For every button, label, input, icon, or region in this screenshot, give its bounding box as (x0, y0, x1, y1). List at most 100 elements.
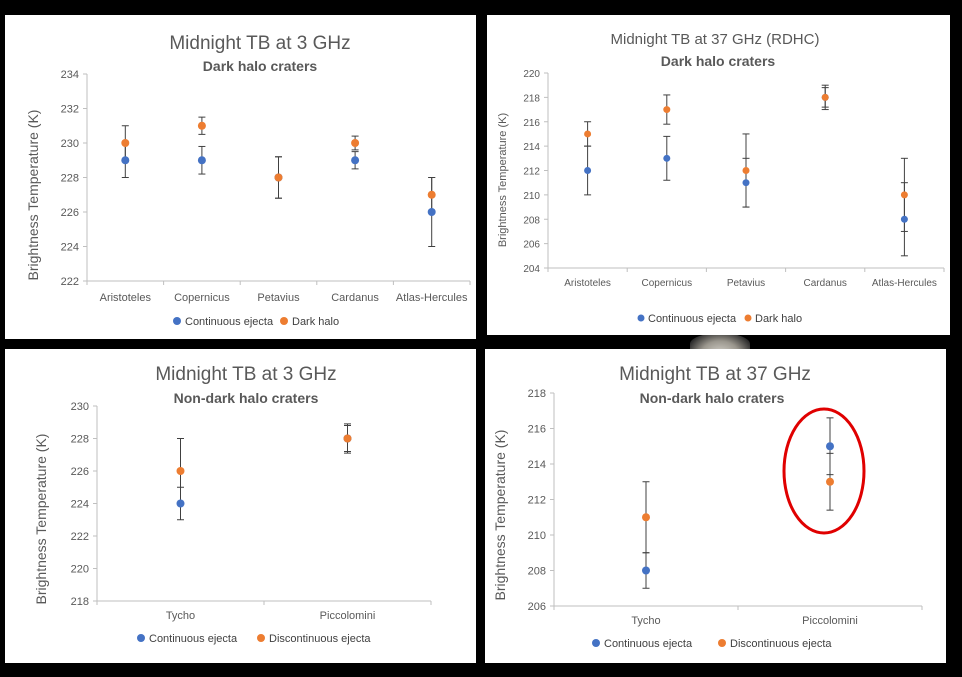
y-tick-label: 210 (523, 191, 540, 202)
data-point (427, 190, 436, 199)
y-tick-label: 228 (61, 173, 79, 185)
legend-marker-continuous (173, 317, 181, 325)
y-tick-label: 222 (61, 276, 79, 288)
y-tick-label: 230 (71, 401, 89, 413)
y-tick-label: 226 (61, 207, 79, 219)
data-point (584, 130, 592, 138)
chart-panel-3ghz-non-dark-halo: Midnight TB at 3 GHz Non-dark halo crate… (5, 349, 476, 663)
legend-marker-dark-halo (280, 317, 288, 325)
data-point (663, 154, 671, 162)
y-tick-label: 208 (523, 215, 540, 226)
chart-panel-3ghz-dark-halo: Midnight TB at 3 GHz Dark halo craters B… (5, 15, 476, 339)
data-point (351, 156, 360, 165)
data-point (742, 167, 750, 174)
y-tick-label: 220 (523, 69, 540, 80)
y-axis-label: Brightness Temperature (K) (33, 434, 49, 605)
y-tick-label: 226 (71, 466, 89, 478)
legend-marker-dark-halo (744, 314, 752, 322)
legend-label-continuous: Continuous ejecta (604, 638, 693, 650)
legend-marker-continuous (137, 634, 145, 642)
data-point (821, 93, 829, 101)
legend: Continuous ejecta Discontinuous ejecta (592, 638, 832, 650)
legend-label-continuous: Continuous ejecta (648, 313, 737, 325)
x-category-label: Atlas-Hercules (872, 278, 937, 289)
data-point (826, 477, 834, 486)
y-tick-label: 232 (61, 104, 79, 116)
y-axis-label: Brightness Temperature (K) (497, 113, 509, 247)
chart-title: Midnight TB at 37 GHz (619, 364, 811, 385)
x-category-label: Petavius (727, 278, 765, 289)
chart-title: Midnight TB at 3 GHz (169, 33, 350, 54)
data-point (343, 434, 352, 443)
highlight-ellipse (782, 407, 866, 535)
chart-panel-37ghz-non-dark-halo: Midnight TB at 37 GHz Non-dark halo crat… (485, 349, 946, 663)
y-tick-label: 218 (71, 596, 89, 608)
chart-svg: Midnight TB at 3 GHz Non-dark halo crate… (33, 364, 432, 645)
data-point (584, 167, 592, 174)
data-point (900, 191, 908, 199)
x-category-label: Tycho (166, 610, 195, 622)
y-tick-label: 224 (71, 499, 89, 511)
x-category-label: Atlas-Hercules (396, 292, 468, 304)
legend-label-discontinuous: Discontinuous ejecta (269, 633, 371, 645)
plot-area: 222 224 226 228 230 232 234 Aristoteles Copernic… (61, 69, 471, 304)
x-category-label: Aristoteles (100, 292, 152, 304)
chart-subtitle: Non-dark halo craters (640, 390, 785, 406)
y-axis-label: Brightness Temperature (K) (25, 110, 41, 281)
x-category-label: Aristoteles (564, 278, 611, 289)
chart-subtitle: Dark halo craters (661, 53, 776, 69)
y-tick-label: 218 (528, 388, 546, 400)
data-point (197, 121, 206, 130)
chart-svg: Midnight TB at 37 GHz Non-dark halo crat… (492, 364, 923, 650)
data-point (274, 173, 283, 182)
data-point (197, 156, 206, 165)
data-point (351, 139, 360, 147)
y-tick-label: 212 (523, 167, 540, 178)
plot-area: 206 208 210 212 214 216 218 Tycho Piccolomini (528, 388, 923, 627)
data-point (121, 156, 130, 165)
legend-label-continuous: Continuous ejecta (149, 633, 238, 645)
y-tick-label: 220 (71, 564, 89, 576)
chart-title: Midnight TB at 3 GHz (155, 364, 336, 385)
data-point (742, 179, 750, 187)
chart-svg: Midnight TB at 3 GHz Dark halo craters B… (25, 33, 471, 328)
data-point (176, 499, 185, 508)
legend: Continuous ejecta Discontinuous ejecta (137, 633, 371, 645)
x-category-label: Cardanus (331, 292, 379, 304)
plot-area: 218 220 222 224 226 228 230 Tycho Piccolomini (71, 401, 432, 622)
data-point (900, 215, 908, 223)
y-tick-label: 222 (71, 531, 89, 543)
y-tick-label: 206 (528, 601, 546, 613)
legend-label-dark-halo: Dark halo (755, 313, 802, 325)
x-category-label: Piccolomini (320, 610, 376, 622)
y-tick-label: 218 (523, 93, 540, 104)
y-tick-label: 234 (61, 69, 79, 81)
y-tick-label: 210 (528, 530, 546, 542)
x-category-label: Tycho (631, 615, 660, 627)
chart-svg: Midnight TB at 37 GHz (RDHC) Dark halo c… (497, 31, 945, 325)
data-point (121, 139, 130, 147)
y-tick-label: 214 (523, 142, 540, 153)
legend-marker-discontinuous (718, 639, 726, 647)
legend-label-continuous: Continuous ejecta (185, 316, 274, 328)
y-axis-label: Brightness Temperature (K) (492, 430, 508, 601)
chart-title: Midnight TB at 37 GHz (RDHC) (611, 31, 820, 48)
data-point (176, 467, 185, 475)
chart-subtitle: Dark halo craters (203, 58, 318, 74)
y-tick-label: 224 (61, 242, 79, 254)
plot-area: 204 206 208 210 212 214 216 218 220 Aristoteles Co… (523, 69, 945, 289)
y-tick-label: 208 (528, 566, 546, 578)
legend: Continuous ejecta Dark halo (173, 316, 339, 328)
y-tick-label: 204 (523, 264, 540, 275)
legend-label-dark-halo: Dark halo (292, 316, 339, 328)
x-category-label: Petavius (257, 292, 300, 304)
y-tick-label: 206 (523, 240, 540, 251)
data-point (642, 566, 650, 575)
y-tick-label: 230 (61, 138, 79, 150)
legend-marker-continuous (637, 314, 645, 322)
legend-marker-continuous (592, 639, 600, 647)
chart-panel-37ghz-dark-halo: Midnight TB at 37 GHz (RDHC) Dark halo c… (487, 15, 950, 335)
legend-marker-discontinuous (257, 634, 265, 642)
y-tick-label: 216 (523, 118, 540, 129)
y-tick-label: 212 (528, 495, 546, 507)
